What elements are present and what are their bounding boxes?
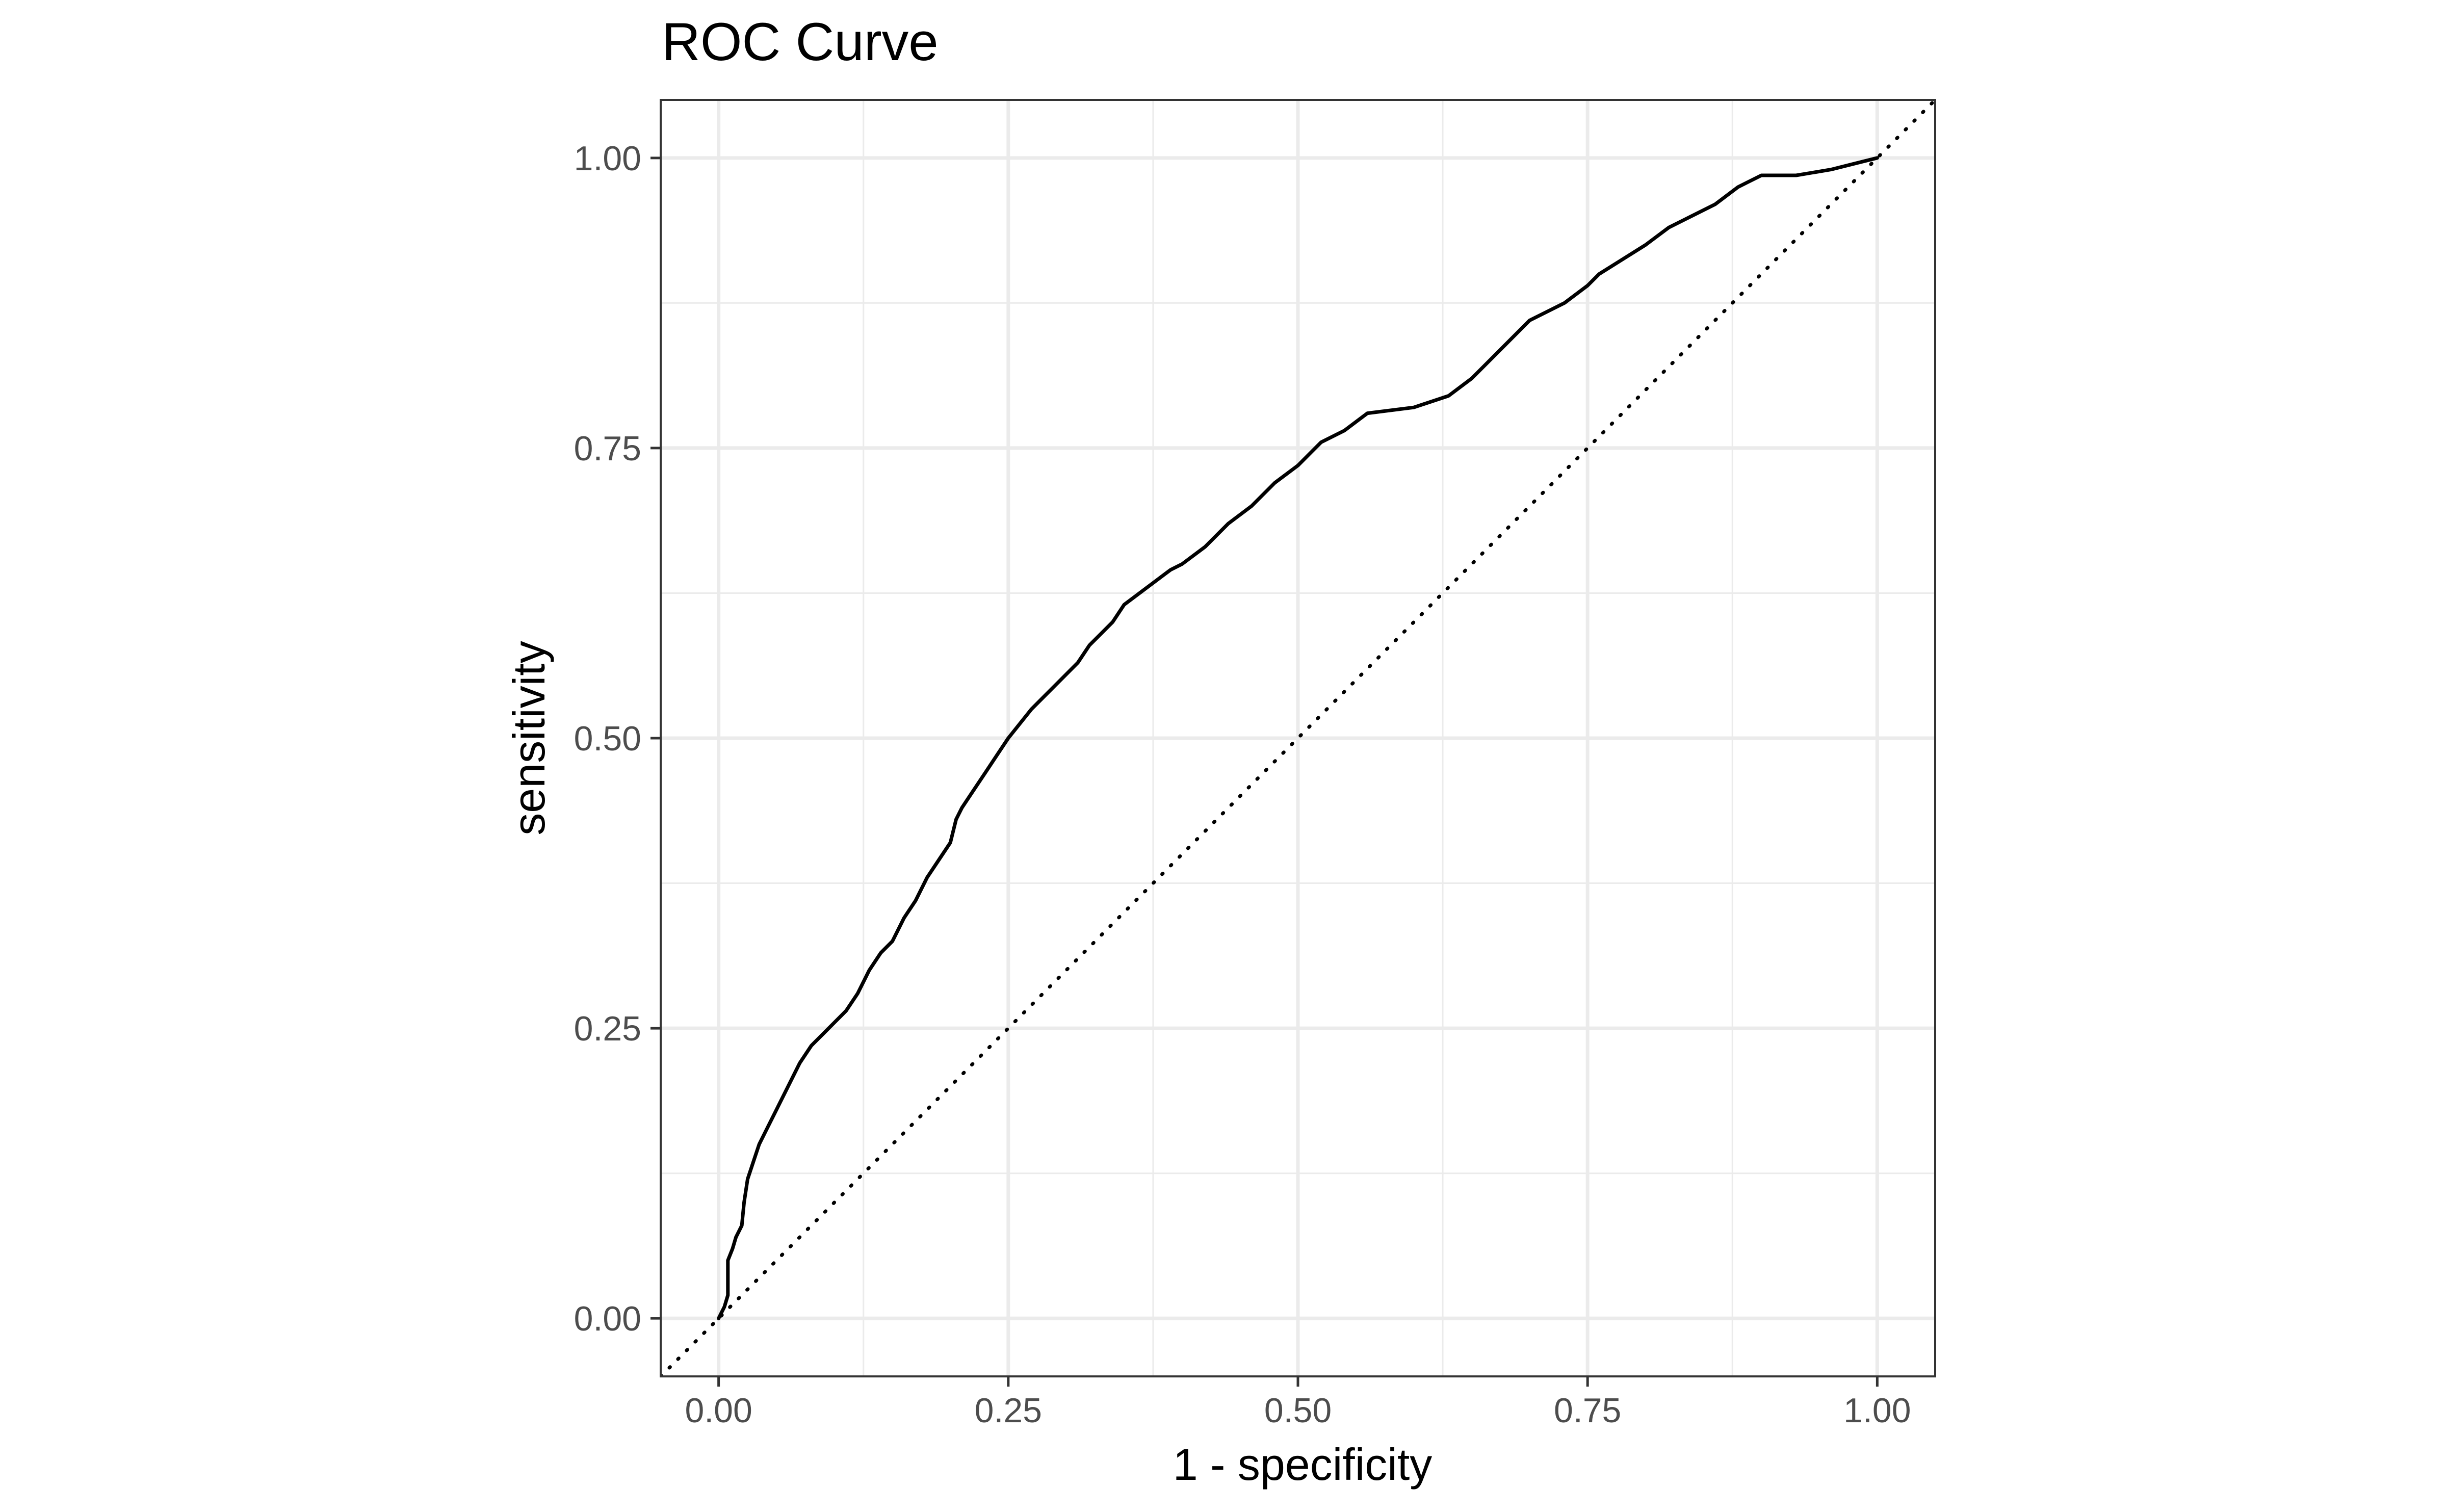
- x-tick-label: 0.75: [1554, 1391, 1621, 1430]
- x-tick-label: 1.00: [1843, 1391, 1911, 1430]
- y-axis-title: sensitivity: [504, 641, 554, 835]
- y-tick-label: 0.25: [574, 1009, 641, 1048]
- chart-title: ROC Curve: [662, 12, 939, 72]
- y-tick-label: 0.75: [574, 429, 641, 468]
- tick-labels: 0.00 0.25 0.50 0.75 1.00 0.00 0.25 0.50 0.75 1.00: [574, 139, 1911, 1430]
- reference-diagonal-line: [661, 100, 1935, 1376]
- y-tick-label: 0.00: [574, 1299, 641, 1338]
- roc-curve-line: [717, 156, 1879, 1320]
- x-axis-title: 1 - specificity: [1173, 1439, 1433, 1490]
- x-tick-label: 0.00: [685, 1391, 752, 1430]
- series-layer: [661, 100, 1935, 1376]
- x-tick-label: 0.25: [975, 1391, 1042, 1430]
- axis-ticks: [650, 157, 1879, 1387]
- x-tick-label: 0.50: [1264, 1391, 1332, 1430]
- y-tick-label: 1.00: [574, 139, 641, 178]
- y-tick-label: 0.50: [574, 719, 641, 758]
